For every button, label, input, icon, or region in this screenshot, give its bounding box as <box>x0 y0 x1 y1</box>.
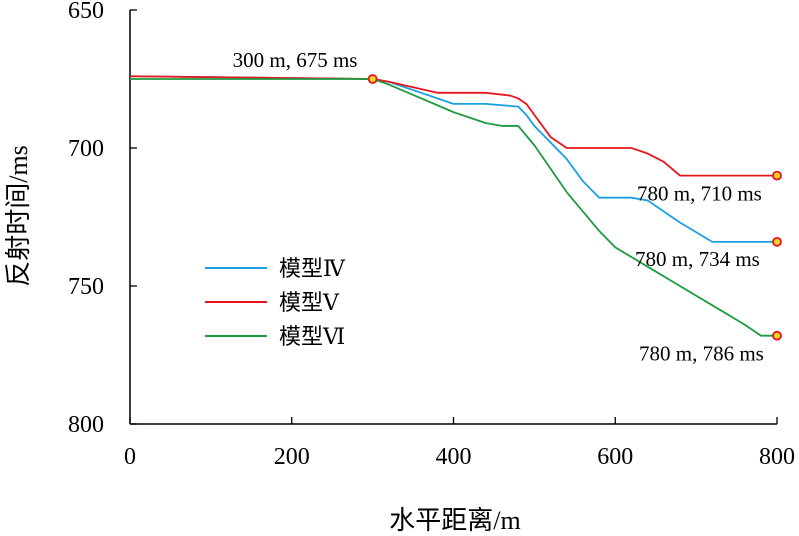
axes: 0 200 400 600 800 650 700 750 800 <box>68 0 795 470</box>
annotation-layer: 300 m, 675 ms 780 m, 710 ms 780 m, 734 ms 7… <box>233 48 764 366</box>
marker-layer <box>367 74 782 341</box>
series-line-3 <box>130 78 777 337</box>
x-tick-label: 600 <box>597 444 633 470</box>
annotation-label: 780 m, 710 ms <box>637 182 762 206</box>
x-tick-label: 0 <box>124 444 136 470</box>
annotation-marker <box>772 170 782 181</box>
annotation-label: 780 m, 786 ms <box>639 342 764 366</box>
series-layer <box>129 75 777 337</box>
annotation-label: 300 m, 675 ms <box>233 48 358 72</box>
annotation-marker <box>772 330 782 341</box>
annotation-marker <box>772 236 782 247</box>
annotation-label: 780 m, 734 ms <box>635 247 760 271</box>
series-line-2 <box>129 75 777 177</box>
legend-label: 模型Ⅵ <box>279 324 345 349</box>
legend-label: 模型Ⅴ <box>279 290 340 315</box>
series-line-1 <box>129 75 777 243</box>
annotation-marker <box>367 74 378 84</box>
x-axis-title: 水平距离/m <box>389 506 520 535</box>
x-tick-label: 800 <box>759 444 795 470</box>
y-tick-label: 800 <box>68 412 104 438</box>
y-tick-label: 750 <box>68 274 104 300</box>
y-tick-label: 700 <box>68 136 104 162</box>
legend-label: 模型Ⅳ <box>279 256 346 281</box>
y-tick-label: 650 <box>68 0 104 24</box>
legend: 模型Ⅳ 模型Ⅴ 模型Ⅵ <box>205 256 346 349</box>
x-tick-label: 400 <box>436 444 472 470</box>
x-tick-label: 200 <box>274 444 310 470</box>
y-axis-title: 反射时间/ms <box>4 145 33 287</box>
